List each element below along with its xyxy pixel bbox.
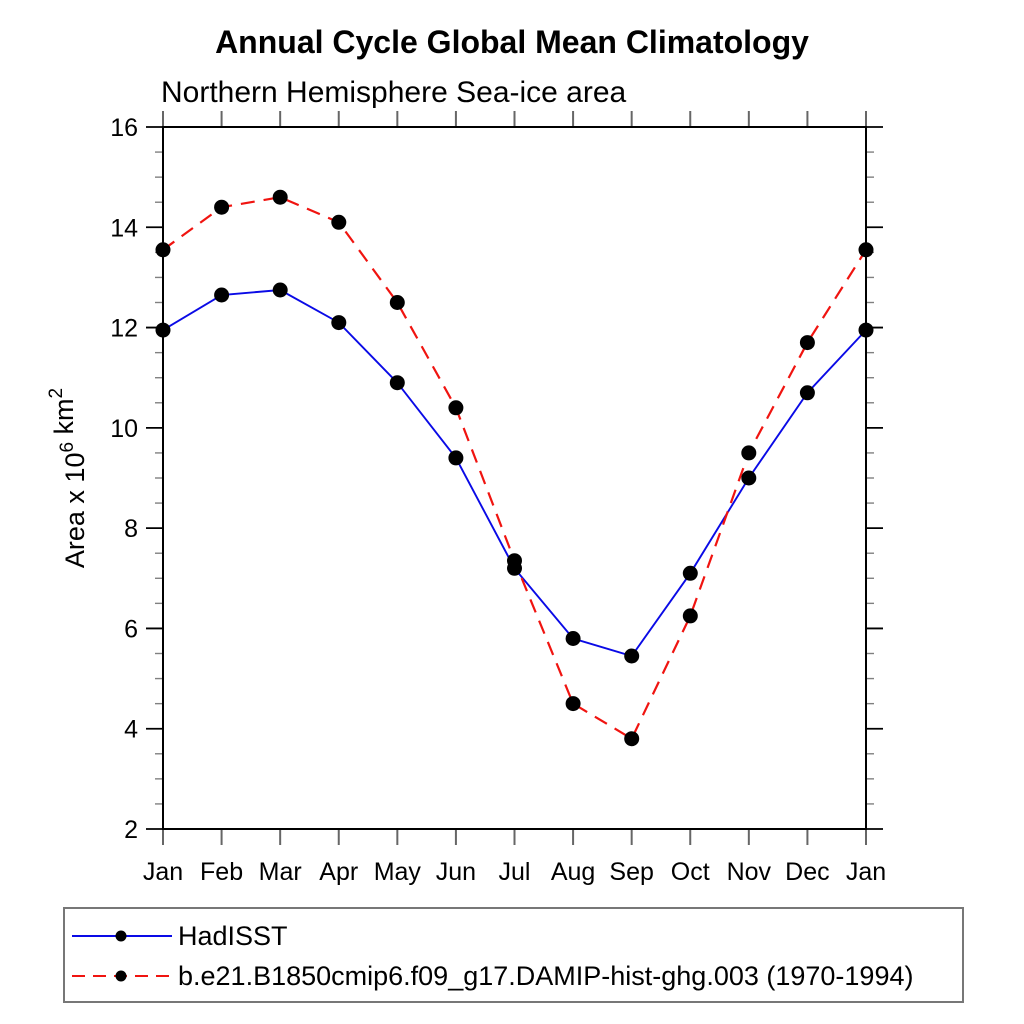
data-point-marker-series-0 [799,385,815,401]
y-axis-tick-label: 16 [110,114,138,142]
data-point-marker-series-0 [448,450,464,466]
data-point-marker-series-0 [858,322,874,338]
y-axis-tick-label: 4 [124,716,138,744]
data-point-marker-series-0 [214,287,230,303]
chart-subtitle: Northern Hemisphere Sea-ice area [161,76,627,109]
x-axis-tick-label: Feb [200,858,243,886]
data-point-marker-series-1 [155,242,171,258]
data-point-marker-series-1 [272,189,288,205]
data-point-marker-series-1 [389,295,405,310]
data-point-marker-series-1 [565,696,581,712]
data-point-marker-series-1 [507,553,522,569]
y-axis-tick-label: 12 [110,315,138,343]
x-axis-tick-label: Jan [143,858,183,886]
x-axis-tick-label: Aug [551,858,595,886]
data-point-marker-series-1 [448,400,464,416]
chart-title: Annual Cycle Global Mean Climatology [215,24,809,60]
x-axis-tick-label: May [374,858,422,886]
data-point-marker-series-0 [272,282,288,298]
legend-box [63,907,964,1003]
series-line-1 [162,196,867,741]
y-axis-tick-label: 8 [124,515,138,543]
legend-marker-0 [115,930,127,942]
data-point-marker-series-0 [389,375,405,391]
y-axis-tick-label: 10 [110,415,138,443]
x-axis-tick-label: Apr [319,858,358,886]
series-line-0 [162,289,867,658]
y-axis-tick-label: 6 [124,615,138,643]
legend-label-1: b.e21.B1850cmip6.f09_g17.DAMIP-hist-ghg.… [178,961,913,991]
data-point-marker-series-1 [858,242,874,258]
legend-label-0: HadISST [178,921,288,951]
x-axis-tick-label: Jun [436,858,476,886]
data-point-marker-series-1 [214,199,230,215]
data-point-marker-series-1 [682,608,698,624]
data-point-marker-series-0 [565,631,581,646]
x-axis-tick-label: Oct [671,858,710,886]
y-axis-tick-label: 2 [124,816,138,844]
data-point-marker-series-0 [331,315,347,331]
x-axis-tick-label: Mar [259,858,302,886]
x-axis-tick-label: Dec [785,858,829,886]
x-axis-tick-label: Jan [846,858,886,886]
data-point-marker-series-0 [682,565,698,581]
data-point-marker-series-1 [741,445,757,461]
y-axis-title: Area x 106 km2 [46,388,90,568]
data-point-marker-series-0 [624,648,640,664]
legend-marker-1 [115,970,127,982]
data-point-marker-series-1 [331,214,347,230]
data-point-marker-series-1 [799,335,815,351]
x-axis-tick-label: Nov [727,858,772,886]
data-point-marker-series-0 [741,470,757,486]
x-axis-tick-label: Sep [609,858,653,886]
y-axis-tick-label: 14 [110,214,138,242]
data-point-marker-series-1 [624,731,640,747]
data-point-marker-series-0 [155,322,171,338]
x-axis-tick-label: Jul [499,858,531,886]
